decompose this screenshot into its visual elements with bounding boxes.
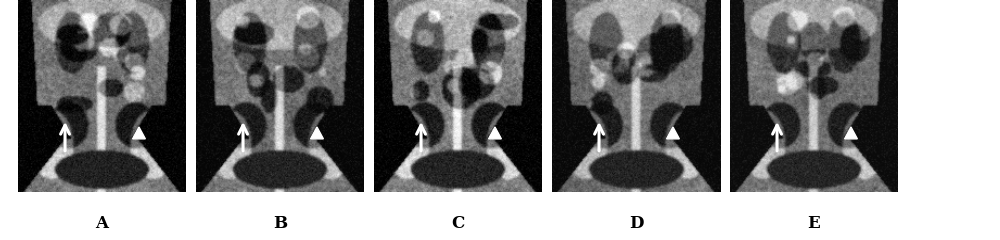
Text: C: C bbox=[451, 215, 465, 232]
Polygon shape bbox=[667, 127, 679, 139]
Text: B: B bbox=[273, 215, 287, 232]
Text: D: D bbox=[629, 215, 643, 232]
Polygon shape bbox=[311, 127, 323, 139]
Polygon shape bbox=[845, 127, 857, 139]
Text: E: E bbox=[808, 215, 820, 232]
Text: A: A bbox=[96, 215, 109, 232]
Polygon shape bbox=[489, 127, 501, 139]
Polygon shape bbox=[133, 127, 145, 139]
